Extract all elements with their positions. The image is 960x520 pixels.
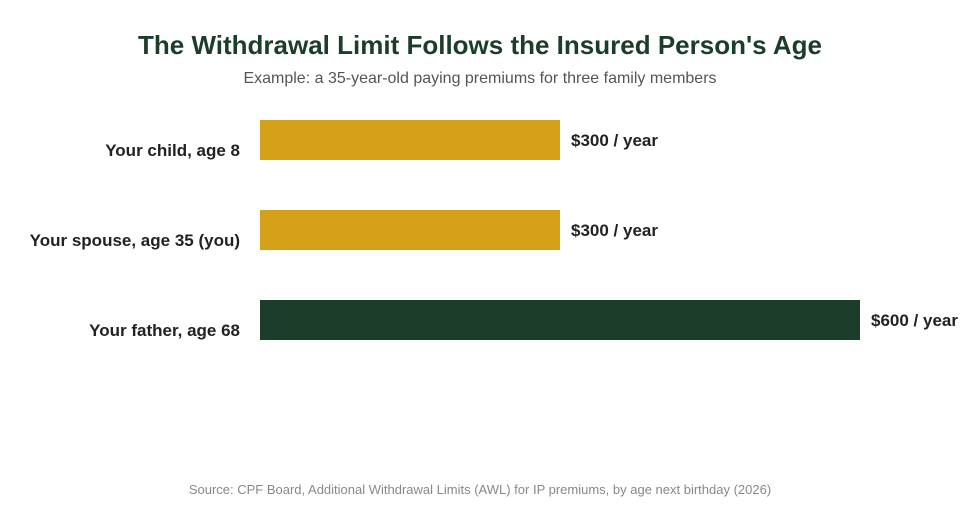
- bar-1: [260, 210, 560, 250]
- category-label-1: Your spouse, age 35 (you): [30, 231, 240, 250]
- bar-0: [260, 120, 560, 160]
- bars-layer: Your child, age 8 $300 / year Your spouse,…: [30, 120, 958, 340]
- bar-2: [260, 300, 860, 340]
- source-note: Source: CPF Board, Additional Withdrawal…: [188, 482, 772, 497]
- chart-title: The Withdrawal Limit Follows the Insured…: [138, 30, 822, 60]
- chart-subtitle: Example: a 35-year-old paying premiums f…: [243, 70, 717, 87]
- value-label-1: $300 / year: [571, 221, 658, 240]
- category-label-2: Your father, age 68: [89, 321, 240, 340]
- value-label-0: $300 / year: [571, 131, 658, 150]
- value-label-2: $600 / year: [871, 311, 958, 330]
- category-label-0: Your child, age 8: [105, 141, 240, 160]
